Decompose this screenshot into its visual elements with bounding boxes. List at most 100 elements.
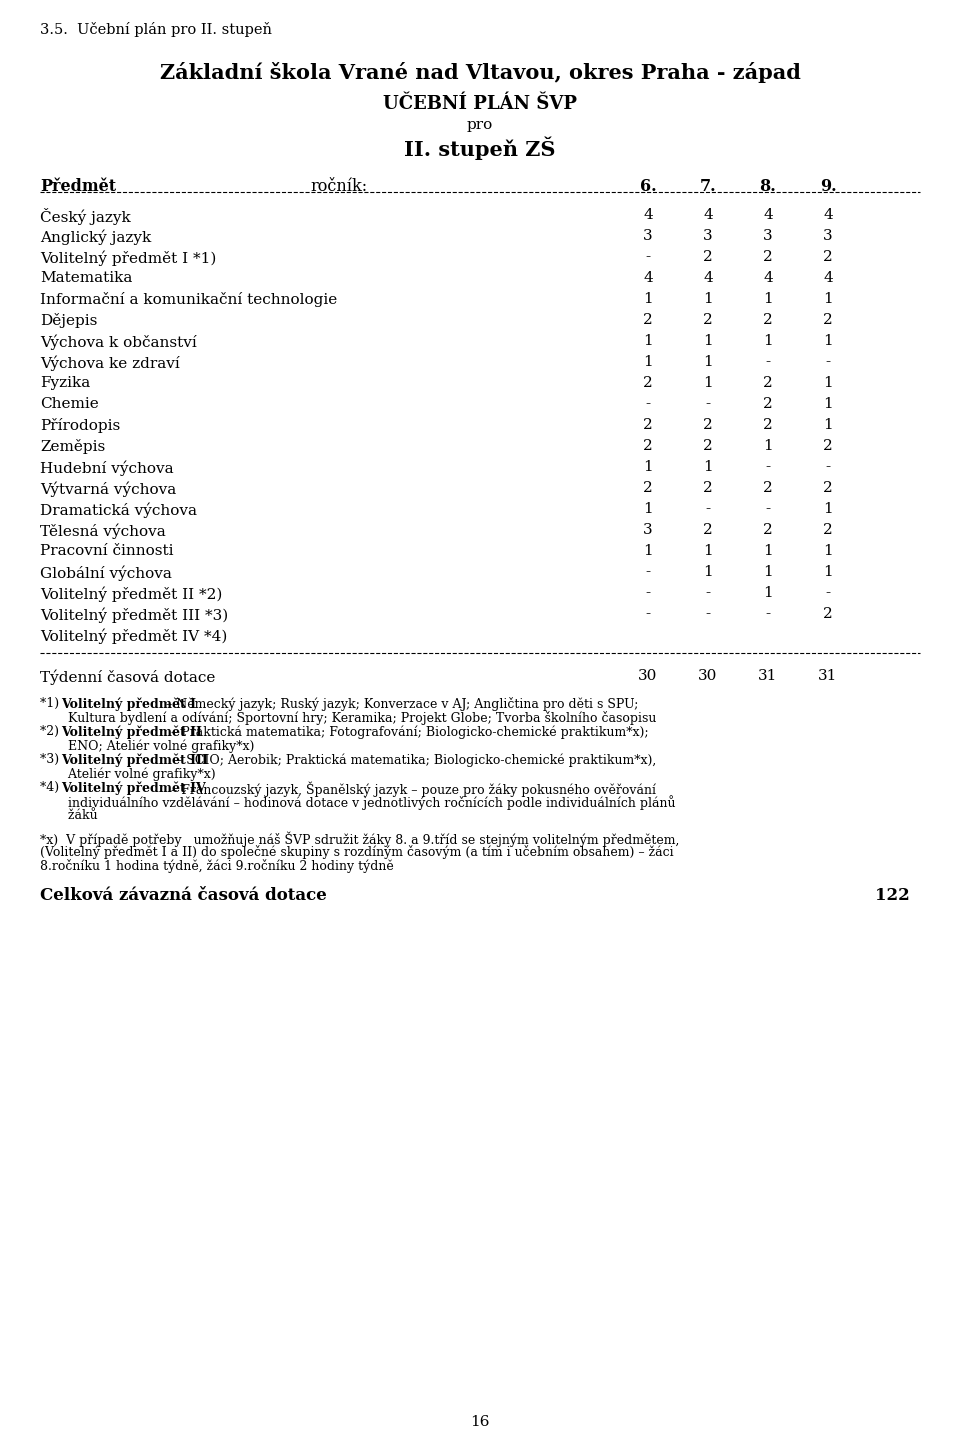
Text: Přírodopis: Přírodopis — [40, 419, 120, 433]
Text: Volitelný předmět II *2): Volitelný předmět II *2) — [40, 586, 223, 602]
Text: Zeměpis: Zeměpis — [40, 439, 106, 454]
Text: 3: 3 — [763, 229, 773, 243]
Text: 4: 4 — [703, 272, 713, 284]
Text: 1: 1 — [823, 419, 833, 432]
Text: 122: 122 — [876, 887, 910, 905]
Text: 2: 2 — [763, 523, 773, 537]
Text: 1: 1 — [703, 544, 713, 557]
Text: -: - — [826, 586, 830, 600]
Text: *4): *4) — [40, 782, 63, 795]
Text: 2: 2 — [643, 482, 653, 494]
Text: 2: 2 — [703, 439, 713, 453]
Text: Předmět: Předmět — [40, 179, 116, 194]
Text: Výchova k občanství: Výchova k občanství — [40, 334, 197, 350]
Text: 2: 2 — [763, 397, 773, 412]
Text: 1: 1 — [823, 397, 833, 412]
Text: II. stupeň ZŠ: II. stupeň ZŠ — [404, 136, 556, 160]
Text: 3.5.  Učební plán pro II. stupeň: 3.5. Učební plán pro II. stupeň — [40, 21, 272, 37]
Text: 1: 1 — [823, 564, 833, 579]
Text: Pracovní činnosti: Pracovní činnosti — [40, 544, 174, 557]
Text: 1: 1 — [643, 544, 653, 557]
Text: -: - — [645, 607, 651, 622]
Text: -: - — [765, 354, 771, 369]
Text: 1: 1 — [763, 439, 773, 453]
Text: 2: 2 — [703, 482, 713, 494]
Text: 1: 1 — [703, 354, 713, 369]
Text: -: - — [645, 586, 651, 600]
Text: 4: 4 — [763, 209, 773, 221]
Text: *2): *2) — [40, 725, 63, 737]
Text: 4: 4 — [643, 272, 653, 284]
Text: 2: 2 — [703, 523, 713, 537]
Text: žáků: žáků — [40, 809, 98, 822]
Text: -: - — [826, 460, 830, 474]
Text: Fyzika: Fyzika — [40, 376, 90, 390]
Text: -: - — [826, 354, 830, 369]
Text: 2: 2 — [763, 376, 773, 390]
Text: -: - — [765, 502, 771, 516]
Text: 1: 1 — [703, 334, 713, 349]
Text: 3: 3 — [823, 229, 833, 243]
Text: – SCIO; Aerobik; Praktická matematika; Biologicko-chemické praktikum*x),: – SCIO; Aerobik; Praktická matematika; B… — [173, 753, 657, 766]
Text: 1: 1 — [703, 292, 713, 306]
Text: -: - — [645, 564, 651, 579]
Text: 1: 1 — [763, 586, 773, 600]
Text: Dějepis: Dějepis — [40, 313, 97, 329]
Text: 1: 1 — [643, 460, 653, 474]
Text: 2: 2 — [763, 313, 773, 327]
Text: 8.: 8. — [759, 179, 777, 194]
Text: 1: 1 — [763, 544, 773, 557]
Text: 1: 1 — [763, 292, 773, 306]
Text: 1: 1 — [763, 334, 773, 349]
Text: 1: 1 — [703, 376, 713, 390]
Text: 2: 2 — [763, 482, 773, 494]
Text: – Praktická matematika; Fotografování; Biologicko-chemické praktikum*x);: – Praktická matematika; Fotografování; B… — [167, 725, 649, 739]
Text: Volitelný předmět II: Volitelný předmět II — [61, 725, 202, 739]
Text: 4: 4 — [823, 272, 833, 284]
Text: individuálního vzdělávání – hodinová dotace v jednotlivých ročnících podle indiv: individuálního vzdělávání – hodinová dot… — [40, 795, 676, 810]
Text: *3): *3) — [40, 753, 63, 766]
Text: Volitelný předmět III *3): Volitelný předmět III *3) — [40, 607, 228, 623]
Text: 16: 16 — [470, 1415, 490, 1429]
Text: 31: 31 — [758, 669, 778, 683]
Text: Výchova ke zdraví: Výchova ke zdraví — [40, 354, 180, 370]
Text: 31: 31 — [818, 669, 838, 683]
Text: Celková závazná časová dotace: Celková závazná časová dotace — [40, 887, 326, 905]
Text: 2: 2 — [703, 419, 713, 432]
Text: 2: 2 — [763, 419, 773, 432]
Text: 1: 1 — [823, 376, 833, 390]
Text: (Volitelný předmět I a II) do společné skupiny s rozdíným časovým (a tím i učebn: (Volitelný předmět I a II) do společné s… — [40, 845, 674, 859]
Text: Matematika: Matematika — [40, 272, 132, 284]
Text: 2: 2 — [703, 250, 713, 264]
Text: 2: 2 — [823, 482, 833, 494]
Text: -: - — [706, 502, 710, 516]
Text: 8.ročníku 1 hodina týdně, žáci 9.ročníku 2 hodiny týdně: 8.ročníku 1 hodina týdně, žáci 9.ročníku… — [40, 859, 394, 873]
Text: Výtvarná výchova: Výtvarná výchova — [40, 482, 177, 496]
Text: 1: 1 — [643, 292, 653, 306]
Text: Kultura bydlení a odívání; Sportovní hry; Keramika; Projekt Globe; Tvorba školní: Kultura bydlení a odívání; Sportovní hry… — [40, 712, 657, 725]
Text: 2: 2 — [823, 250, 833, 264]
Text: 2: 2 — [763, 250, 773, 264]
Text: *x)  V případě potřeby   umožňuje náš ŠVP sdružit žáky 8. a 9.tříd se stejným vo: *x) V případě potřeby umožňuje náš ŠVP s… — [40, 832, 680, 846]
Text: -: - — [765, 460, 771, 474]
Text: 3: 3 — [643, 523, 653, 537]
Text: Chemie: Chemie — [40, 397, 99, 412]
Text: 1: 1 — [643, 502, 653, 516]
Text: Základní škola Vrané nad Vltavou, okres Praha - západ: Základní škola Vrané nad Vltavou, okres … — [159, 61, 801, 83]
Text: 1: 1 — [823, 292, 833, 306]
Text: – Německý jazyk; Ruský jazyk; Konverzace v AJ; Angličtina pro děti s SPU;: – Německý jazyk; Ruský jazyk; Konverzace… — [162, 697, 638, 712]
Text: -: - — [706, 397, 710, 412]
Text: 1: 1 — [703, 564, 713, 579]
Text: Tělesná výchova: Tělesná výchova — [40, 523, 166, 539]
Text: 4: 4 — [703, 209, 713, 221]
Text: 2: 2 — [823, 607, 833, 622]
Text: Český jazyk: Český jazyk — [40, 209, 131, 224]
Text: Volitelný předmět III: Volitelný předmět III — [61, 753, 208, 766]
Text: -: - — [706, 607, 710, 622]
Text: Dramatická výchova: Dramatická výchova — [40, 502, 197, 517]
Text: Volitelný předmět I *1): Volitelný předmět I *1) — [40, 250, 216, 266]
Text: Ateliér volné grafiky*x): Ateliér volné grafiky*x) — [40, 767, 216, 780]
Text: 1: 1 — [643, 334, 653, 349]
Text: 1: 1 — [643, 354, 653, 369]
Text: Týdenní časová dotace: Týdenní časová dotace — [40, 669, 215, 684]
